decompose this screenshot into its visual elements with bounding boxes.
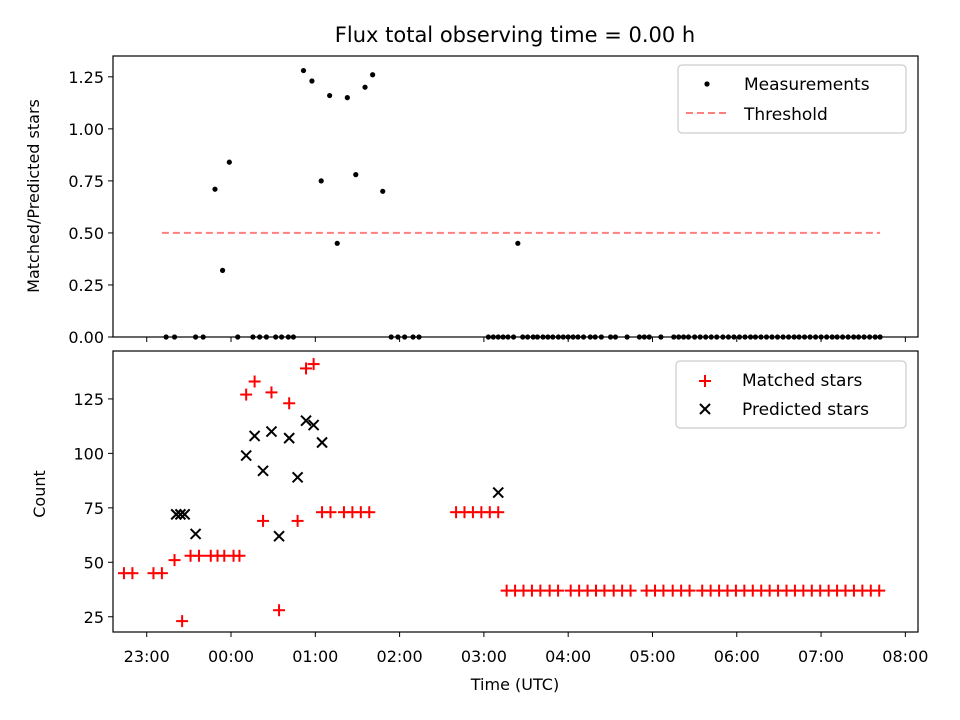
matched-star-point [273, 604, 286, 617]
matched-star-point [291, 514, 304, 527]
predicted-star-point [291, 471, 304, 484]
legend-predicted-marker [699, 403, 711, 415]
matched-star-point [192, 549, 205, 562]
legend-predicted-label: Predicted stars [742, 400, 869, 420]
measurement-point [380, 188, 386, 194]
top-panel: Flux total observing time = 0.00 h Match… [24, 23, 919, 347]
matched-star-point [552, 584, 565, 597]
matched-star-point [873, 584, 886, 597]
measurement-point [327, 92, 333, 99]
predicted-star-point [174, 508, 187, 521]
predicted-star-point [273, 530, 285, 542]
measurement-point [370, 72, 376, 78]
matched-star-point [683, 584, 696, 597]
top-y-tick-label: 0.00 [68, 328, 104, 347]
measurement-point [515, 240, 521, 246]
matched-star-point [283, 397, 296, 410]
matched-star-point [324, 506, 337, 519]
predicted-star-point [492, 486, 504, 499]
predicted-star-point [265, 425, 278, 438]
bottom-legend-box [675, 360, 907, 429]
bottom-y-tick-label: 100 [73, 444, 104, 463]
bottom-x-tick-label: 04:00 [545, 647, 591, 666]
bottom-x-ticks: 23:00 00:00 01:00 02:00 03:00 04:00 05:00 06:00… [124, 632, 928, 666]
bottom-x-tick-label: 00:00 [208, 647, 254, 666]
bottom-x-tick-label: 05:00 [629, 647, 675, 666]
predicted-star-point [240, 449, 252, 462]
predicted-star-point [257, 465, 269, 477]
measurement-point [334, 240, 340, 246]
bottom-panel: Count Time (UTC) 25 50 75 100 125 23:00 00:00… [30, 350, 928, 694]
legend-threshold-label: Threshold [743, 105, 828, 125]
predicted-star-point [178, 508, 191, 521]
matched-star-point [265, 386, 278, 399]
top-legend-box [677, 64, 907, 134]
matched-star-points [117, 358, 886, 628]
predicted-star-point [316, 436, 328, 449]
predicted-star-point [189, 528, 202, 540]
predicted-star-point [283, 432, 295, 444]
bottom-y-tick-label: 25 [84, 608, 104, 627]
measurement-point [226, 159, 232, 165]
legend-measurements-label: Measurements [744, 75, 870, 95]
bottom-xlabel: Time (UTC) [470, 675, 559, 694]
measurement-point [309, 78, 315, 84]
predicted-star-point [248, 430, 261, 442]
top-y-tick-label: 1.00 [68, 120, 104, 139]
bottom-x-tick-label: 07:00 [798, 647, 844, 666]
top-title: Flux total observing time = 0.00 h [335, 23, 695, 47]
bottom-x-tick-label: 02:00 [377, 647, 423, 666]
top-axes-frame [112, 55, 919, 338]
predicted-star-points [170, 414, 504, 542]
predicted-star-point [300, 414, 312, 427]
top-ylabel: Matched/Predicted stars [24, 99, 43, 293]
bottom-y-tick-label: 75 [84, 499, 104, 518]
matched-star-point [248, 375, 261, 388]
measurement-point [300, 67, 307, 74]
measurement-point [219, 267, 226, 273]
top-y-tick-label: 0.50 [68, 224, 104, 243]
bottom-x-tick-label: 23:00 [124, 647, 170, 666]
measurement-point [212, 186, 218, 192]
bottom-y-tick-label: 125 [73, 390, 104, 409]
top-legend: Measurements Threshold [677, 64, 907, 134]
legend-matched-label: Matched stars [742, 371, 862, 391]
bottom-y-ticks: 25 50 75 100 125 [73, 390, 113, 627]
matched-star-point [126, 567, 139, 580]
matched-star-point [240, 388, 253, 401]
top-y-ticks: 0.00 0.25 0.50 0.75 1.00 1.25 [68, 68, 113, 347]
bottom-x-tick-label: 08:00 [882, 647, 928, 666]
matched-star-point [300, 362, 313, 375]
bottom-ylabel: Count [30, 470, 49, 518]
matched-star-point [624, 584, 637, 597]
predicted-star-point [307, 419, 320, 431]
bottom-x-tick-label: 06:00 [714, 647, 760, 666]
matched-star-point [307, 358, 320, 371]
top-y-tick-label: 1.25 [68, 68, 104, 87]
top-y-tick-label: 0.75 [68, 172, 104, 191]
bottom-legend: Matched stars Predicted stars [675, 360, 907, 429]
measurement-point [362, 84, 368, 90]
legend-matched-marker [699, 375, 711, 387]
top-y-tick-label: 0.25 [68, 276, 104, 295]
bottom-axes-frame [112, 350, 919, 633]
matched-star-point [257, 514, 270, 527]
measurement-point [318, 178, 324, 184]
matched-star-point [168, 554, 181, 567]
bottom-x-tick-label: 01:00 [292, 647, 338, 666]
legend-measurements-marker [704, 81, 710, 87]
matched-star-point [492, 506, 505, 519]
matched-star-point [176, 615, 189, 628]
measurement-point [353, 172, 359, 178]
predicted-star-point [170, 508, 182, 521]
matched-star-point [233, 549, 246, 562]
matched-star-point [155, 567, 168, 580]
bottom-x-tick-label: 03:00 [461, 647, 507, 666]
measurement-point [344, 95, 350, 101]
matched-star-point [363, 506, 376, 519]
bottom-y-tick-label: 50 [84, 553, 104, 572]
